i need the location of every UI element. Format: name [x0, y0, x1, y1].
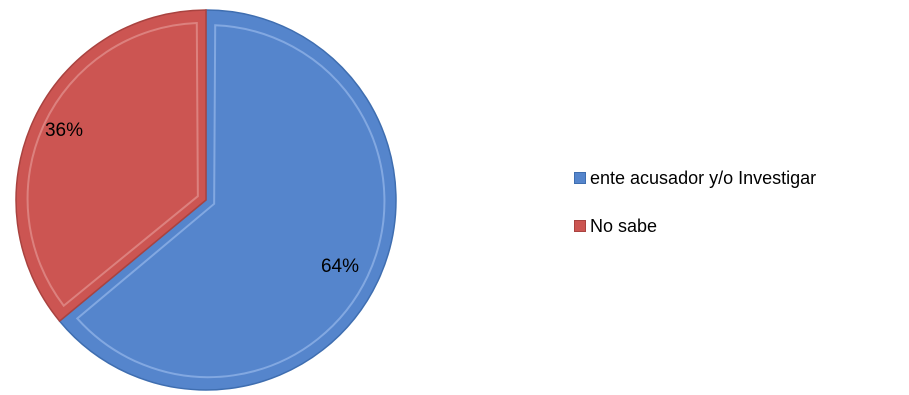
- pie-slice-bevel-no-sabe: [26, 21, 199, 308]
- pie-slice-ente-acusador-y-o-investigar: [58, 9, 397, 391]
- legend-label-ente-acusador: ente acusador y/o Investigar: [590, 167, 817, 188]
- legend-swatch-ente-acusador: [574, 172, 586, 184]
- legend-label-no-sabe: No sabe: [590, 215, 658, 236]
- legend-swatch-no-sabe: [574, 220, 586, 232]
- data-label-no-sabe: 36%: [45, 120, 83, 141]
- data-label-ente-acusador-y-o-investigar: 64%: [321, 256, 359, 277]
- pie-slice-no-sabe: [15, 9, 207, 323]
- legend-item-ente-acusador: ente acusador y/o Investigar: [574, 166, 816, 190]
- pie-slice-bevel-ente-acusador-y-o-investigar: [75, 24, 386, 379]
- legend: ente acusador y/o Investigar No sabe: [574, 166, 816, 262]
- legend-item-no-sabe: No sabe: [574, 214, 816, 238]
